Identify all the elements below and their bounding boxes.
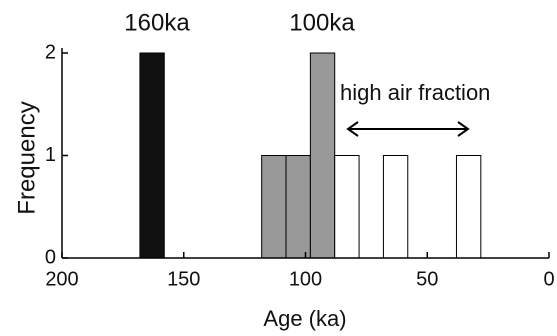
y-tick-label: 2 bbox=[45, 41, 56, 63]
annotation: 160ka bbox=[124, 9, 190, 36]
bar bbox=[261, 155, 287, 259]
bar bbox=[139, 52, 165, 259]
y-axis-label: Frequency bbox=[13, 101, 40, 214]
y-tick-label: 1 bbox=[45, 144, 56, 166]
bar bbox=[334, 155, 360, 259]
x-axis-label: Age (ka) bbox=[263, 306, 346, 331]
range-arrow bbox=[346, 121, 470, 137]
x-tick-label: 150 bbox=[167, 268, 200, 290]
x-tick-label: 50 bbox=[416, 268, 438, 290]
bar bbox=[455, 155, 482, 259]
x-tick-label: 100 bbox=[289, 268, 322, 290]
y-tick-label: 0 bbox=[45, 246, 56, 268]
annotation: 100ka bbox=[289, 9, 355, 36]
x-tick-label: 200 bbox=[45, 268, 78, 290]
bar bbox=[382, 155, 409, 259]
annotation: high air fraction bbox=[340, 80, 490, 105]
bar bbox=[309, 52, 336, 259]
x-tick-label: 0 bbox=[543, 268, 554, 290]
bar bbox=[285, 155, 311, 259]
